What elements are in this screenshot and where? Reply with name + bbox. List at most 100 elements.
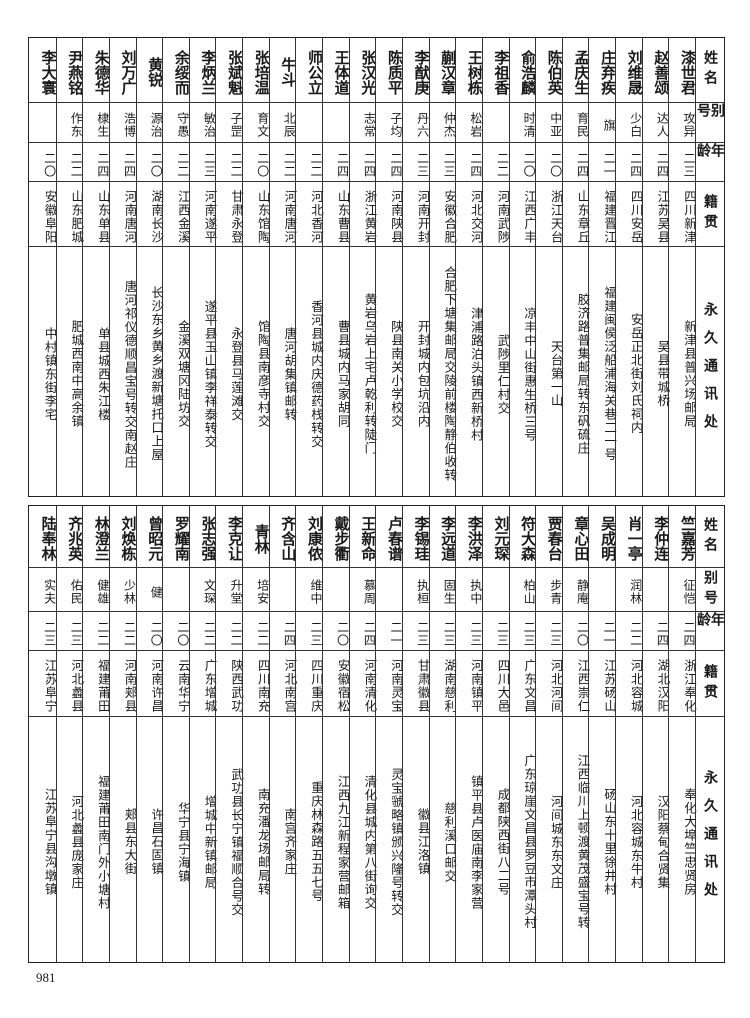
person-native: 陕西武功 — [216, 651, 244, 717]
person-name: 竺嘉芳 — [669, 506, 697, 568]
person-alias: 固生 — [429, 568, 456, 612]
person-name: 李克让 — [216, 506, 244, 568]
person-record: 青林 培安 二二 四川南充 南充潘龙场邮局转 — [242, 506, 271, 962]
person-native: 浙江黄岩 — [349, 182, 377, 247]
person-record: 李远道 固生 二三 湖南慈利 慈利溪口邮交 — [428, 506, 457, 962]
person-record: 朱德华 棣生 二四 山东单县 单县城西朱江楼 — [82, 38, 111, 496]
person-address: 遂平县玉山镇李祥泰转交 — [202, 299, 218, 449]
header-name: 姓名 — [696, 38, 724, 103]
person-alias: 敏治 — [189, 103, 216, 143]
person-native: 云南华宁 — [163, 651, 191, 717]
person-record: 余绥而 守愚 二二 江西金溪 金溪双塘冈陆坊交 — [162, 38, 191, 496]
person-name: 刘万广 — [109, 38, 138, 103]
person-address: 砀山东十里徐井村 — [602, 788, 618, 896]
person-name: 陈质平 — [376, 38, 404, 103]
person-native: 山东肥城 — [56, 182, 84, 247]
header-native: 籍贯 — [696, 182, 724, 247]
person-age: 二二 — [189, 612, 216, 651]
person-native: 四川新津 — [669, 182, 697, 247]
person-address: 徽县江洛镇 — [415, 808, 431, 876]
person-native: 江西崇仁 — [562, 651, 590, 717]
person-alias: 征恺 — [669, 568, 696, 612]
person-native: 福建莆田 — [83, 651, 111, 717]
person-native: 甘肃永登 — [216, 182, 244, 247]
person-native: 安徽阜阳 — [28, 182, 58, 247]
person-name: 齐含山 — [269, 506, 297, 568]
person-age: 二四 — [456, 143, 483, 182]
person-native: 四川大邑 — [482, 651, 511, 717]
person-age: 二四 — [269, 612, 296, 651]
person-name: 陈伯英 — [536, 38, 564, 103]
person-alias — [296, 103, 323, 143]
person-name: 曾昭元 — [136, 506, 164, 568]
person-age: 二二 — [243, 612, 270, 651]
person-address: 长沙东乡黄乡渡新塘托口上屋 — [149, 286, 165, 462]
person-alias — [482, 568, 509, 612]
person-age: 二三 — [402, 143, 430, 182]
person-record: 符大森 柏山 二三 广东文昌 广东琼崖文昌县罗豆市潭头村 — [508, 506, 537, 962]
person-record: 张汉光 志常 二四 浙江黄岩 黄岩乌岩上宅卢乾利转陡门 — [348, 38, 378, 496]
person-age: 二〇 — [323, 612, 350, 651]
person-native: 湖南长沙 — [136, 182, 164, 247]
person-alias: 培安 — [243, 568, 270, 612]
person-age: 二〇 — [243, 143, 270, 182]
person-native: 广东增城 — [189, 651, 217, 717]
person-record: 王体道 二四 山东曹县 曹县城内马家胡同 — [322, 38, 351, 496]
person-alias: 维中 — [296, 568, 323, 612]
person-name: 贾春台 — [536, 506, 564, 568]
person-native: 河南许昌 — [136, 651, 164, 717]
person-record: 庄弃疾旗二一 福建晋江 福建闽侯泛船浦海关巷二一号 — [588, 38, 617, 496]
person-alias: 攻异 — [669, 103, 696, 143]
person-native: 江苏吴县 — [642, 182, 670, 247]
person-name: 齐兆英 — [56, 506, 84, 568]
person-alias: 少白 — [616, 103, 643, 143]
person-name: 王树栋 — [456, 38, 484, 103]
person-age: 二二 — [216, 143, 243, 182]
person-address: 胶济路普集邮局转东矾硫庄 — [575, 293, 591, 455]
person-native: 湖南慈利 — [429, 651, 457, 717]
person-record: 牛斗 北辰 二二 河南唐河 唐河胡集镇邮转 — [268, 38, 297, 496]
person-record: 曾昭元健二〇 河南许昌 许昌石固镇 — [135, 506, 164, 962]
person-record: 张志强 文琛 二二 广东增城 增城中新镇邮局 — [188, 506, 217, 962]
person-age: 二二 — [56, 143, 83, 182]
person-address: 黄岩乌岩上宅卢乾利转陡门 — [362, 293, 378, 455]
person-address: 清化县城内第八街询交 — [362, 774, 378, 910]
person-age: 二三 — [56, 612, 83, 651]
person-name: 林澄兰 — [83, 506, 111, 568]
person-name: 王体道 — [323, 38, 351, 103]
person-record: 王新命 慕周 二四 河南清化 清化县城内第八街询交 — [348, 506, 378, 962]
person-alias: 佑民 — [56, 568, 83, 612]
person-address: 重庆林森路五五七号 — [309, 781, 325, 903]
header-address: 永久通讯处 — [702, 769, 718, 910]
header-alias: 别号 — [696, 568, 724, 612]
person-age: 二四 — [323, 143, 350, 182]
person-address: 香河县城内庆德药栈转交 — [309, 299, 325, 449]
person-age: 二〇 — [509, 143, 536, 182]
person-address: 武功县长宁镇福顺合号交 — [229, 767, 245, 917]
person-name: 陆奉林 — [28, 506, 58, 568]
person-address: 河间城东东文庄 — [548, 794, 564, 890]
person-name: 张志强 — [189, 506, 217, 568]
person-name: 余绥而 — [163, 38, 191, 103]
person-address: 开封城内包坑沿内 — [415, 320, 431, 428]
person-address: 江西临川上顿渡黄茂盛宝号转 — [575, 754, 591, 930]
person-native: 河北香河 — [296, 182, 324, 247]
person-alias: 北辰 — [269, 103, 296, 143]
person-native: 河南镇平 — [456, 651, 484, 717]
person-native: 甘肃徽县 — [402, 651, 431, 717]
header-name: 姓名 — [696, 506, 724, 568]
person-record: 俞浩麟 时清 二〇 江西广丰 凉丰中山街惠生桥三号 — [508, 38, 538, 496]
person-alias: 实夫 — [28, 568, 57, 612]
person-address: 永登县马莲滩交 — [229, 326, 245, 422]
person-address: 凉丰中山街惠生桥三号 — [522, 306, 538, 442]
person-address: 灵宝虢略镇颁兴隆号转交 — [388, 767, 404, 917]
person-name: 李远道 — [429, 506, 457, 568]
person-name: 李仲连 — [642, 506, 670, 568]
person-age: 二二 — [482, 143, 510, 182]
person-name: 孟庆生 — [562, 38, 590, 103]
person-alias: 旗 — [589, 103, 616, 143]
person-name: 李祖香 — [482, 38, 511, 103]
person-name: 李炳兰 — [189, 38, 217, 103]
person-record: 李仲连 二四 湖北汉阳 汉阳蔡甸合贤集 — [641, 506, 670, 962]
person-address: 单县城西朱江楼 — [95, 326, 111, 422]
